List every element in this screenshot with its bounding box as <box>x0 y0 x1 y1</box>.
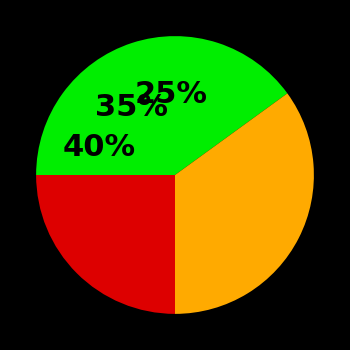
Wedge shape <box>175 93 314 314</box>
Text: 35%: 35% <box>95 92 168 121</box>
Text: 25%: 25% <box>135 80 208 109</box>
Wedge shape <box>36 175 175 314</box>
Text: 40%: 40% <box>63 133 136 162</box>
Wedge shape <box>36 36 287 175</box>
